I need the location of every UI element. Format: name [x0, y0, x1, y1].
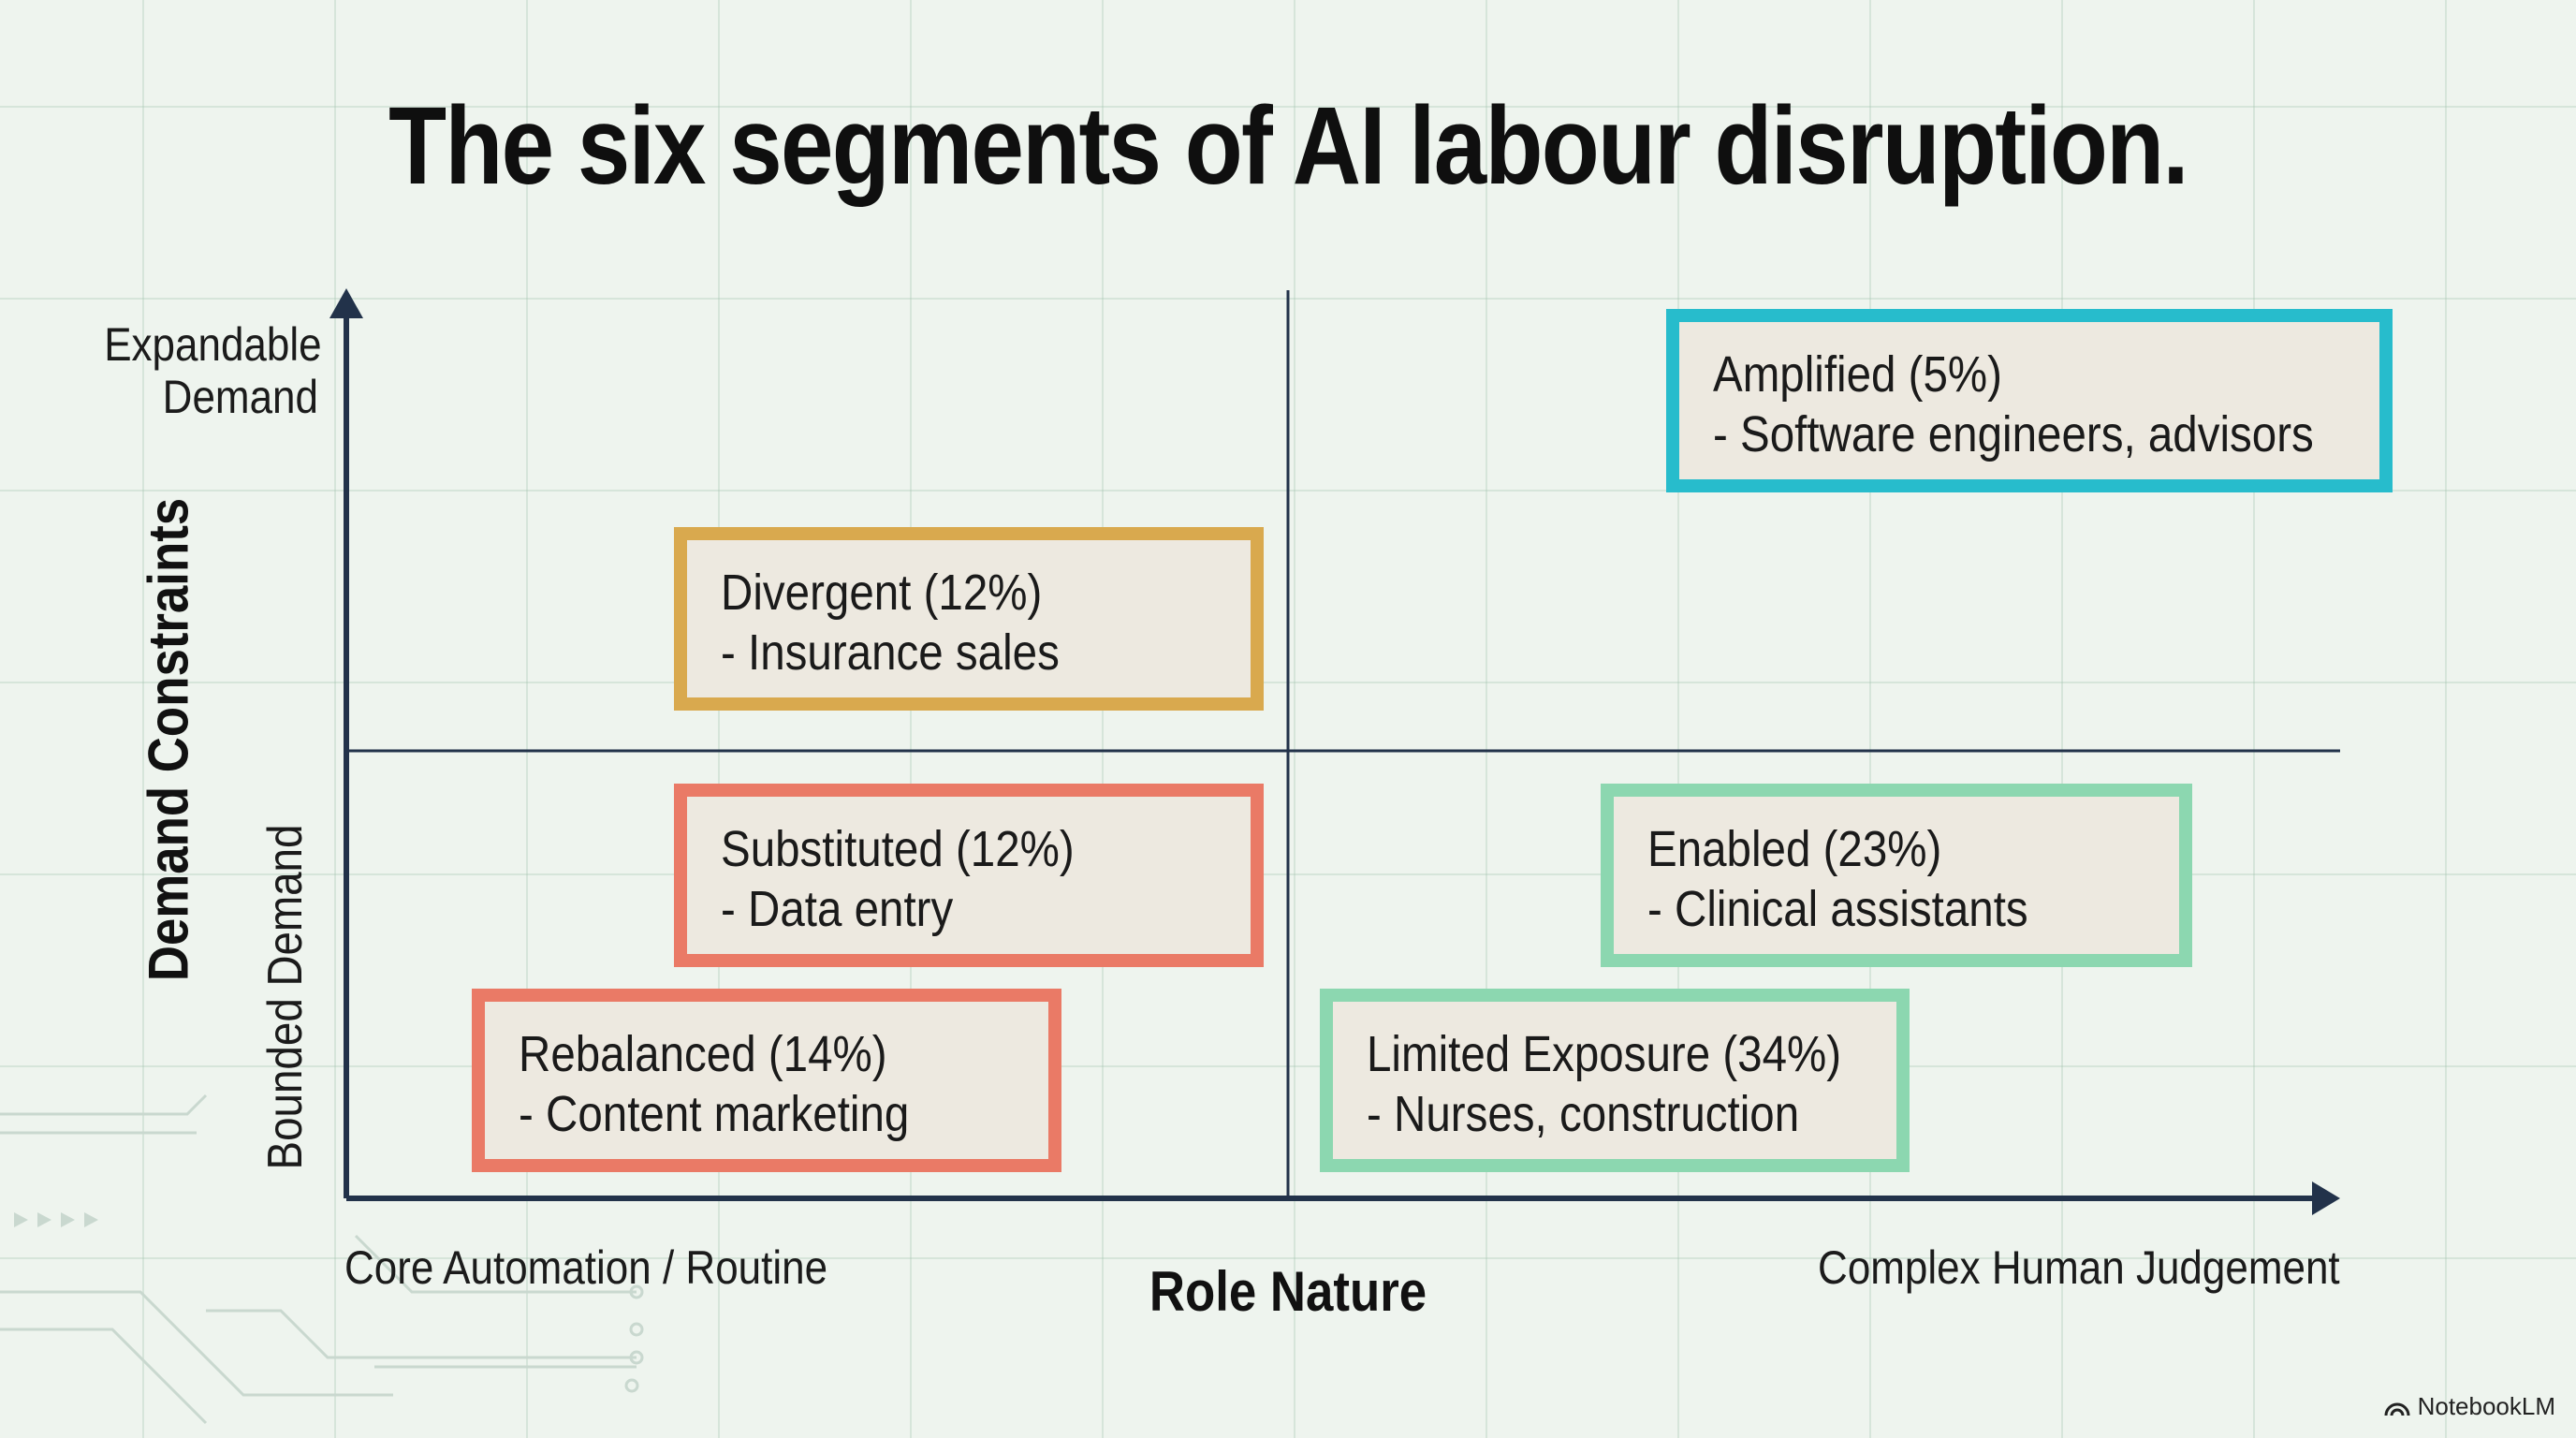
y-axis-bottom-label: Bounded Demand [258, 824, 313, 1170]
y-axis-title: Demand Constraints [137, 497, 200, 982]
segment-rebalanced: Rebalanced (14%) - Content marketing [472, 989, 1061, 1172]
segment-limited-exposure: Limited Exposure (34%) - Nurses, constru… [1320, 989, 1910, 1172]
segment-name: Rebalanced (14%) [519, 1026, 887, 1082]
segment-name: Limited Exposure (34%) [1367, 1026, 1842, 1082]
segment-substituted: Substituted (12%) - Data entry [674, 784, 1264, 967]
segment-examples: - Software engineers, advisors [1713, 406, 2314, 462]
segment-name: Substituted (12%) [721, 821, 1075, 877]
brand-watermark: NotebookLM [2384, 1392, 2555, 1421]
x-axis-title: Role Nature [1149, 1260, 1427, 1323]
x-axis-left-label: Core Automation / Routine [344, 1241, 828, 1294]
y-axis-top-label: Expandable Demand [104, 318, 322, 423]
segment-divergent: Divergent (12%) - Insurance sales [674, 527, 1264, 711]
segment-name: Amplified (5%) [1713, 346, 2002, 403]
segment-examples: - Insurance sales [721, 624, 1060, 681]
segment-examples: - Data entry [721, 881, 954, 937]
segment-amplified: Amplified (5%) - Software engineers, adv… [1666, 309, 2393, 492]
page-title: The six segments of AI labour disruption… [388, 84, 2188, 208]
y-axis-arrow [329, 288, 363, 318]
circuit-decoration [0, 1093, 644, 1425]
segment-name: Enabled (23%) [1647, 821, 1942, 877]
segment-examples: - Clinical assistants [1647, 881, 2028, 937]
segment-examples: - Nurses, construction [1367, 1086, 1800, 1142]
segment-enabled: Enabled (23%) - Clinical assistants [1601, 784, 2192, 967]
segment-examples: - Content marketing [519, 1086, 910, 1142]
x-axis-right-label: Complex Human Judgement [1818, 1241, 2340, 1294]
x-axis-arrow [2312, 1181, 2340, 1215]
notebooklm-logo-icon [2384, 1402, 2410, 1416]
brand-name: NotebookLM [2417, 1392, 2555, 1420]
segment-name: Divergent (12%) [721, 565, 1043, 621]
